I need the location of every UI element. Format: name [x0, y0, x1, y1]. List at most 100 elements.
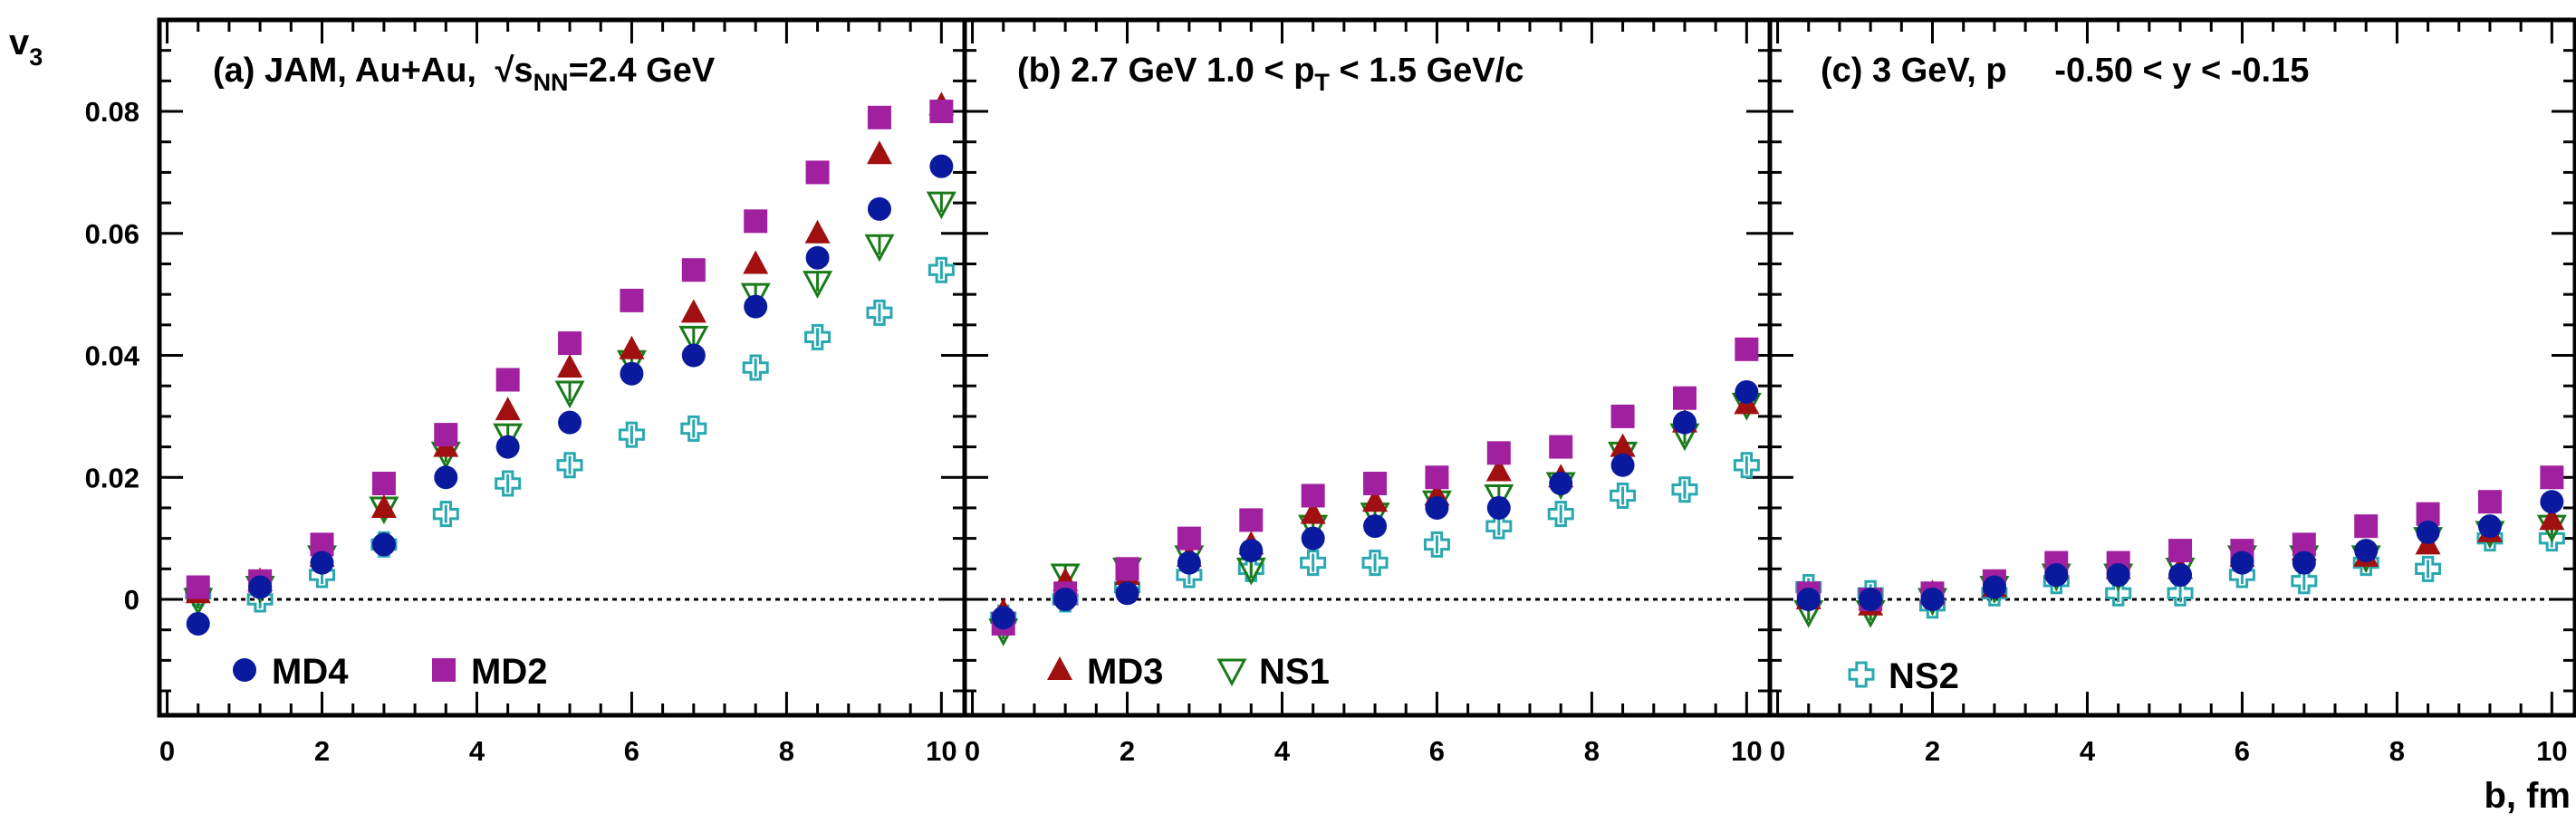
x-tick-label: 2	[1925, 735, 1940, 767]
data-point-md4	[1177, 550, 1201, 575]
data-point-ns2	[618, 421, 645, 448]
data-point-md4	[1982, 575, 2006, 599]
legend-label: MD4	[272, 652, 349, 692]
data-point-ns2	[556, 452, 583, 479]
legend-label: NS1	[1259, 652, 1330, 692]
data-point-md4	[620, 361, 644, 386]
x-tick-label: 0	[965, 735, 980, 767]
x-tick-label: 8	[2389, 735, 2405, 767]
x-axis-title: b, fm	[2484, 776, 2571, 816]
data-point-md4	[805, 245, 830, 270]
data-point-ns1	[678, 325, 709, 354]
data-point-md2	[1610, 404, 1635, 428]
y-tick-label: 0.06	[85, 218, 139, 250]
x-tick-label: 10	[2536, 735, 2567, 767]
data-point-ns1	[1050, 563, 1081, 592]
data-point-md4	[558, 410, 582, 435]
y-axis-title-sub: 3	[29, 43, 43, 71]
y-axis-title-main: v	[9, 23, 30, 62]
data-point-md2	[1239, 508, 1264, 532]
data-point-ns2	[432, 501, 459, 528]
data-point-md3	[619, 335, 645, 359]
x-tick-label: 0	[159, 735, 175, 767]
data-point-md3	[495, 397, 521, 421]
data-point-md4	[1735, 379, 1759, 404]
data-point-md4	[371, 532, 396, 557]
data-point-md3	[370, 493, 397, 518]
panel-a-plot-area: 0 2 4 6 8 10 0 0.02 0.04 0.06 0.08 MD4 MD2	[85, 20, 965, 767]
series-md4	[186, 154, 954, 636]
data-point-md2	[1363, 472, 1388, 495]
panel-c-plot-area: 0 2 4 6 8 10 NS2	[1770, 20, 2575, 767]
data-point-md2	[2540, 465, 2564, 490]
data-point-md4	[2168, 563, 2193, 588]
series-md4	[1796, 490, 2564, 611]
data-point-md4	[1363, 514, 1388, 539]
data-point-ns1	[803, 271, 833, 299]
data-point-ns2	[495, 470, 522, 497]
data-point-md3	[680, 299, 706, 323]
panel-b-title: (b) 2.7 GeV 1.0 < pT < 1.5 GeV/c	[1017, 52, 1523, 96]
legend-label: MD2	[471, 652, 547, 692]
data-point-md4	[2540, 490, 2564, 514]
data-point-md4	[991, 606, 1015, 630]
data-point-ns1	[1484, 483, 1514, 512]
series-md4	[991, 379, 1759, 630]
legend-entry-ns1: NS1	[1216, 652, 1330, 692]
series-md2	[186, 100, 954, 599]
y-tick-label: 0	[124, 584, 139, 616]
data-point-md4	[1239, 539, 1264, 563]
panel-b-plot-area: 0 2 4 6 8 10 MD3 NS1	[965, 20, 1770, 767]
data-point-md2	[186, 575, 210, 599]
data-point-md2	[744, 209, 768, 234]
series-md2	[991, 337, 1759, 636]
legend-marker-ns2	[1848, 661, 1875, 688]
data-point-md4	[1610, 453, 1635, 477]
legend-entry-md2: MD2	[432, 652, 547, 692]
x-tick-label: 8	[779, 735, 794, 767]
data-point-md4	[1672, 410, 1697, 435]
data-point-md2	[620, 288, 644, 312]
sqrt-symbol: √	[495, 52, 514, 90]
data-point-md3	[1610, 433, 1636, 457]
x-tick-label: 10	[1731, 735, 1762, 767]
data-point-md2	[2168, 539, 2193, 563]
y-tick-label: 0.02	[85, 462, 139, 493]
data-point-md2	[681, 258, 706, 282]
data-point-md4	[2292, 550, 2316, 575]
data-point-md2	[371, 472, 396, 495]
data-point-ns2	[928, 256, 955, 283]
data-point-ns2	[680, 415, 707, 442]
x-tick-label: 8	[1584, 735, 1600, 767]
data-point-md4	[310, 550, 334, 575]
legend-entry-md4: MD4	[233, 652, 349, 692]
data-point-md2	[1549, 435, 1573, 459]
data-point-ns2	[1485, 512, 1513, 540]
legend-marker-md3	[1047, 656, 1072, 680]
data-point-md2	[1425, 465, 1449, 490]
data-point-md2	[1735, 337, 1759, 361]
data-point-ns2	[1237, 555, 1264, 582]
data-point-md2	[558, 331, 582, 356]
legend-marker-md4	[233, 658, 256, 682]
y-axis-title: v3	[9, 23, 43, 71]
data-point-md2	[929, 100, 954, 124]
data-point-md2	[1301, 483, 1325, 508]
x-tick-label: 6	[2235, 735, 2250, 767]
data-point-md4	[248, 575, 273, 599]
data-point-ns1	[493, 423, 524, 452]
data-point-ns1	[554, 380, 585, 409]
panel-c-title: (c) 3 GeV, p -0.50 < y < -0.15	[1821, 52, 2309, 90]
data-point-ns2	[2415, 555, 2442, 582]
panel-a-title: (a) JAM, Au+Au, √sNN=2.4 GeV	[213, 52, 716, 96]
data-point-md3	[743, 250, 769, 274]
data-point-md4	[929, 154, 954, 178]
data-point-md2	[1486, 441, 1511, 465]
data-point-md2	[2477, 490, 2502, 514]
data-point-ns2	[1300, 550, 1327, 577]
data-point-ns2	[742, 354, 769, 381]
legend-label: NS2	[1889, 656, 1959, 696]
data-point-md2	[1115, 557, 1139, 581]
x-tick-label: 4	[1274, 735, 1291, 767]
